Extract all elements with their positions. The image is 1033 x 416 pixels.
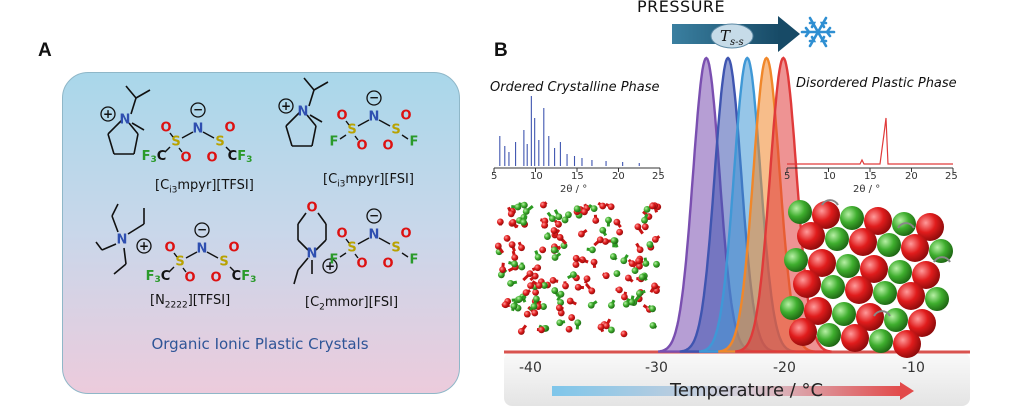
anion-oxygen-4: O [400, 227, 411, 242]
cation-charge-3 [136, 238, 152, 254]
xrd-right-tick: 5 [784, 171, 791, 182]
anion-nitrogen-1: N [193, 122, 204, 137]
salt-name-2: [Ci3mpyr][FSI] [323, 172, 414, 190]
anion-oxygen-4: O [356, 257, 367, 272]
anion-cf3-1: F3C [142, 149, 167, 165]
xrd-disordered-plot [786, 117, 954, 172]
snowflake-icon [800, 16, 836, 48]
xrd-left-xlabel: 2θ / ° [560, 184, 588, 195]
transition-peaks [657, 56, 832, 353]
xrd-left-tick: 5 [491, 171, 498, 182]
cation-charge-2-sign: + [281, 99, 291, 113]
cation-nitrogen-2: N [298, 105, 309, 120]
anion-fluorine-2: F [330, 135, 339, 150]
temperature-tick: -30 [645, 360, 668, 376]
xrd-right-tick: 15 [864, 171, 877, 182]
anion-sulfur-2: S [391, 123, 400, 138]
anion-fluorine-2: F [410, 135, 419, 150]
anion-oxygen-1: O [206, 151, 217, 166]
anion-charge-4 [366, 208, 382, 224]
pressure-label: PRESSURE [637, 0, 726, 16]
temperature-tick: -10 [902, 360, 925, 376]
cation-charge-2 [278, 98, 294, 114]
xrd-ordered-plot [493, 96, 661, 172]
anion-charge-sign-1: − [193, 103, 203, 117]
transition-badge [710, 23, 754, 49]
anion-oxygen-1: O [180, 151, 191, 166]
pressure-arrow-head [778, 16, 800, 52]
salt-name-3: [N2222][TFSI] [150, 293, 231, 311]
anion-fluorine-4: F [330, 253, 339, 268]
cation-charge-3-sign: + [139, 239, 149, 253]
anion-sulfur-2: S [347, 123, 356, 138]
panel-a-caption: Organic Ionic Plastic Crystals [151, 335, 369, 353]
anion-oxygen-3: O [184, 271, 195, 286]
salt-name-1: [Ci3mpyr][TFSI] [155, 178, 254, 196]
cation-charge-1 [100, 106, 116, 122]
anion-oxygen-3: O [228, 241, 239, 256]
anion-fluorine-4: F [410, 253, 419, 268]
anion-oxygen-3: O [164, 241, 175, 256]
anion-charge-sign-3: − [197, 223, 207, 237]
ordered-structure-image [494, 201, 662, 338]
cation-charge-1-sign: + [103, 107, 113, 121]
xrd-right-tick: 25 [945, 171, 958, 182]
anion-charge-3 [194, 222, 210, 238]
anion-cf3-1: CF3 [228, 149, 253, 165]
temperature-gradient-bar [552, 386, 902, 396]
cation-oxygen-4: O [306, 201, 317, 216]
anion-nitrogen-2: N [369, 110, 380, 125]
cation-nitrogen-3: N [117, 233, 128, 248]
transition-peak [735, 56, 832, 353]
anion-nitrogen-4: N [369, 228, 380, 243]
cation-charge-4 [322, 258, 338, 274]
anion-oxygen-1: O [224, 121, 235, 136]
anion-charge-sign-2: − [369, 91, 379, 105]
xrd-left-tick: 25 [652, 171, 665, 182]
disordered-structure-image [780, 199, 953, 358]
anion-charge-2 [366, 90, 382, 106]
anion-sulfur-3: S [219, 255, 228, 270]
anion-charge-1 [190, 102, 206, 118]
anion-cf3-3: F3C [146, 269, 171, 285]
xrd-left-tick: 15 [571, 171, 584, 182]
ordered-phase-title: Ordered Crystalline Phase [490, 80, 660, 95]
temperature-axis-label: Temperature / °C [670, 380, 824, 401]
anion-cf3-3: CF3 [232, 269, 257, 285]
xrd-right-tick: 20 [905, 171, 918, 182]
xrd-left-tick: 20 [612, 171, 625, 182]
cation-nitrogen-4: N [307, 247, 318, 262]
anion-sulfur-4: S [391, 241, 400, 256]
temperature-tick: -20 [773, 360, 796, 376]
anion-oxygen-3: O [210, 271, 221, 286]
anion-sulfur-1: S [215, 135, 224, 150]
anion-sulfur-4: S [347, 241, 356, 256]
cation-charge-4-sign: + [325, 259, 335, 273]
anion-oxygen-1: O [160, 121, 171, 136]
xrd-right-xlabel: 2θ / ° [853, 184, 881, 195]
anion-sulfur-3: S [175, 255, 184, 270]
panel-b-label: B [494, 40, 508, 61]
anion-oxygen-2: O [356, 139, 367, 154]
transition-label: Ts-s [720, 27, 744, 48]
anion-charge-sign-4: − [369, 209, 379, 223]
temperature-tick: -40 [519, 360, 542, 376]
xrd-left-tick: 10 [530, 171, 543, 182]
anion-oxygen-4: O [382, 257, 393, 272]
anion-oxygen-2: O [382, 139, 393, 154]
panel-a-label: A [38, 40, 52, 61]
xrd-right-tick: 10 [823, 171, 836, 182]
anion-sulfur-1: S [171, 135, 180, 150]
salt-name-4: [C2mmor][FSI] [305, 295, 399, 313]
disordered-phase-title: Disordered Plastic Phase [796, 76, 957, 91]
temperature-arrow-head [900, 382, 914, 400]
anion-oxygen-2: O [336, 109, 347, 124]
anion-nitrogen-3: N [197, 242, 208, 257]
anion-oxygen-2: O [400, 109, 411, 124]
cation-nitrogen-1: N [120, 113, 131, 128]
anion-oxygen-4: O [336, 227, 347, 242]
